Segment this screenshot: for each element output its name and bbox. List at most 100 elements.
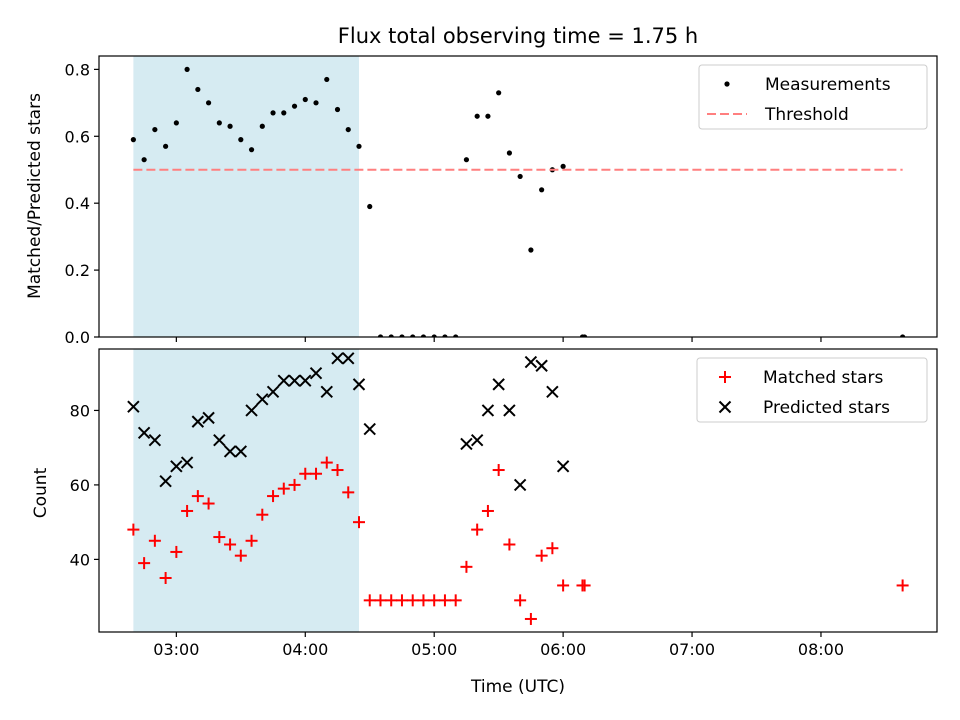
measurements-point [184,66,190,72]
measurements-point [248,147,255,153]
measurements-point [506,150,513,156]
matched-stars-point [127,523,140,536]
matched-stars-point [385,594,398,607]
matched-stars-point [578,579,591,592]
y-tick-label: 0.8 [65,60,90,79]
matched-stars-point [481,504,494,517]
measurements-point [377,334,384,337]
matched-stars-point [245,534,258,547]
axes-frame [98,348,938,633]
top-panel-plot-area: 0.0 0.2 0.4 0.6 0.8 Measurements Threshold [65,55,938,347]
matched-stars-point [524,612,537,625]
measurements-point [410,334,416,337]
predicted-stars-point [245,404,258,417]
predicted-stars-point [223,445,237,458]
measurements-point [474,113,480,119]
matched-stars-point [363,594,376,607]
predicted-stars-point [492,378,505,391]
measurements-point [399,334,405,337]
bottom-panel-plot-area: 03:00 04:00 05:00 06:00 07:00 08:00 40 60 80 Matc… [70,348,938,659]
measurements-point [463,157,470,163]
measurements-point [900,334,906,337]
matched-stars-point [213,531,226,544]
predicted-stars-point [320,385,333,399]
matched-stars-point [310,467,323,480]
y-tick-label: 40 [70,550,90,569]
legend-label: Matched stars [763,368,883,388]
measurements-point [205,100,212,106]
predicted-stars-point [127,400,140,413]
predicted-stars-point [266,385,280,399]
predicted-stars-point [535,359,548,372]
y-tick-label: 60 [70,476,90,495]
predicted-stars-point [180,456,194,469]
matched-stars-point [202,497,215,510]
predicted-stars-point [513,478,527,492]
matched-stars-point [471,523,484,536]
legend-marker [718,400,732,414]
series-layer [127,352,909,625]
matched-stars-point [438,594,451,607]
y-tick-label: 0.6 [65,127,90,146]
predicted-stars-point [202,411,215,425]
legend: Measurements Threshold [698,64,928,130]
predicted-stars-point [460,437,473,451]
matched-stars-point [352,516,365,529]
predicted-stars-point [481,404,495,417]
matched-stars-point [181,504,194,517]
y-tick-label: 0.4 [65,194,90,213]
x-tick-label: 03:00 [153,640,199,659]
matched-stars-point [417,594,430,607]
predicted-stars-point [524,355,538,369]
measurements-point [302,96,308,103]
predicted-stars-point [170,460,183,473]
matched-stars-point [514,594,527,607]
x-tick-label: 08:00 [798,640,844,659]
measurements-point [420,334,427,337]
matched-stars-point [224,538,237,551]
measurements-point [367,203,373,210]
matched-stars-point [148,534,161,547]
y-tick-label: 0.0 [65,328,90,347]
legend: Matched stars Predicted stars [696,357,928,423]
measurements-point [313,100,319,106]
matched-stars-point [342,486,355,499]
measurements-point [517,173,523,180]
matched-stars-point [277,482,290,495]
matched-stars-point [460,560,473,573]
predicted-stars-point [503,404,516,417]
measurements-point [291,103,298,109]
measurements-point [582,334,588,337]
matched-stars-point [191,490,204,503]
measurements-point [259,123,265,129]
predicted-stars-point [470,434,484,447]
predicted-stars-point [191,415,205,428]
x-tick-label: 07:00 [669,640,715,659]
measurements-point [152,126,158,133]
predicted-stars-point [277,374,290,387]
measurements-point [496,90,502,96]
y-tick-label: 80 [70,401,90,420]
matched-stars-point [234,549,247,562]
matched-stars-point [406,594,419,607]
measurements-point [281,110,287,116]
measurements-point [431,334,437,337]
matched-stars-point [428,594,441,607]
bottom-y-axis-label: Count [31,467,51,518]
measurements-point [539,187,545,193]
matched-stars-point [267,490,280,503]
matched-stars-point [449,594,462,607]
top-y-axis-label: Matched/Predicted stars [25,93,45,299]
predicted-stars-point [309,366,323,380]
matched-stars-point [170,545,183,558]
legend-label: Predicted stars [763,398,890,418]
legend-frame [696,357,928,423]
measurements-point [270,110,276,116]
legend-frame [698,64,928,130]
matched-stars-point [395,594,408,607]
predicted-stars-point [556,460,570,473]
predicted-stars-point [331,352,344,365]
predicted-stars-point [352,378,366,391]
matched-stars-point [557,579,570,592]
predicted-stars-point [213,434,226,447]
